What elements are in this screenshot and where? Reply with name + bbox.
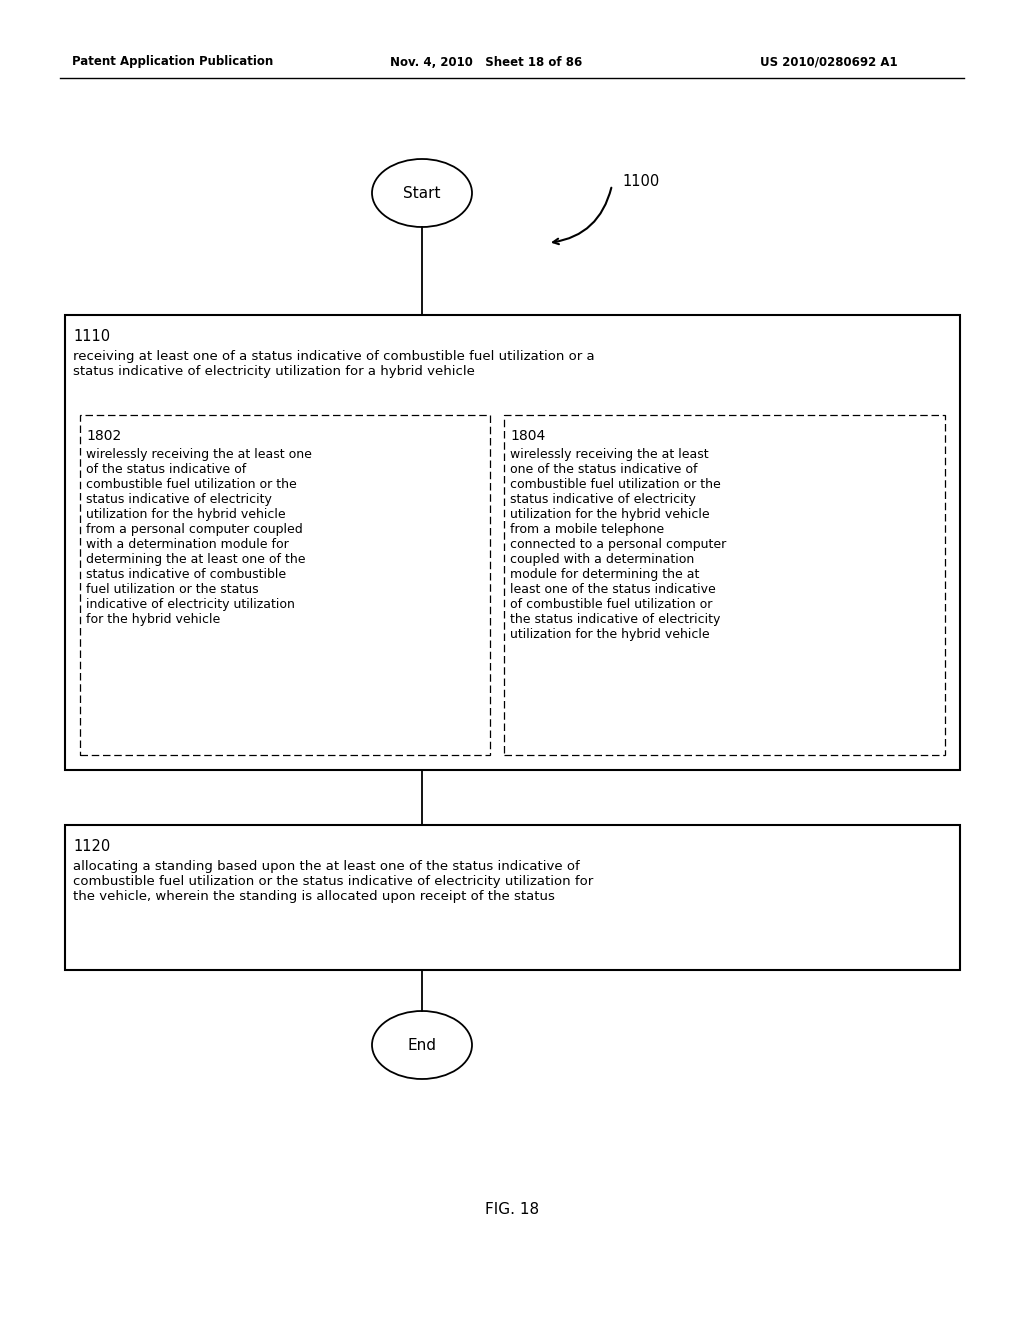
Text: End: End bbox=[408, 1038, 436, 1052]
Text: wirelessly receiving the at least
one of the status indicative of
combustible fu: wirelessly receiving the at least one of… bbox=[510, 447, 726, 642]
Text: 1100: 1100 bbox=[622, 174, 659, 190]
Text: Nov. 4, 2010   Sheet 18 of 86: Nov. 4, 2010 Sheet 18 of 86 bbox=[390, 55, 583, 69]
Text: 1120: 1120 bbox=[73, 840, 111, 854]
Text: allocating a standing based upon the at least one of the status indicative of
co: allocating a standing based upon the at … bbox=[73, 861, 593, 903]
Text: receiving at least one of a status indicative of combustible fuel utilization or: receiving at least one of a status indic… bbox=[73, 350, 595, 378]
Text: wirelessly receiving the at least one
of the status indicative of
combustible fu: wirelessly receiving the at least one of… bbox=[86, 447, 312, 626]
Text: Start: Start bbox=[403, 186, 440, 201]
Text: US 2010/0280692 A1: US 2010/0280692 A1 bbox=[760, 55, 898, 69]
Text: FIG. 18: FIG. 18 bbox=[485, 1203, 539, 1217]
Text: 1110: 1110 bbox=[73, 329, 111, 345]
Text: 1802: 1802 bbox=[86, 429, 121, 444]
Text: Patent Application Publication: Patent Application Publication bbox=[72, 55, 273, 69]
Text: 1804: 1804 bbox=[510, 429, 545, 444]
